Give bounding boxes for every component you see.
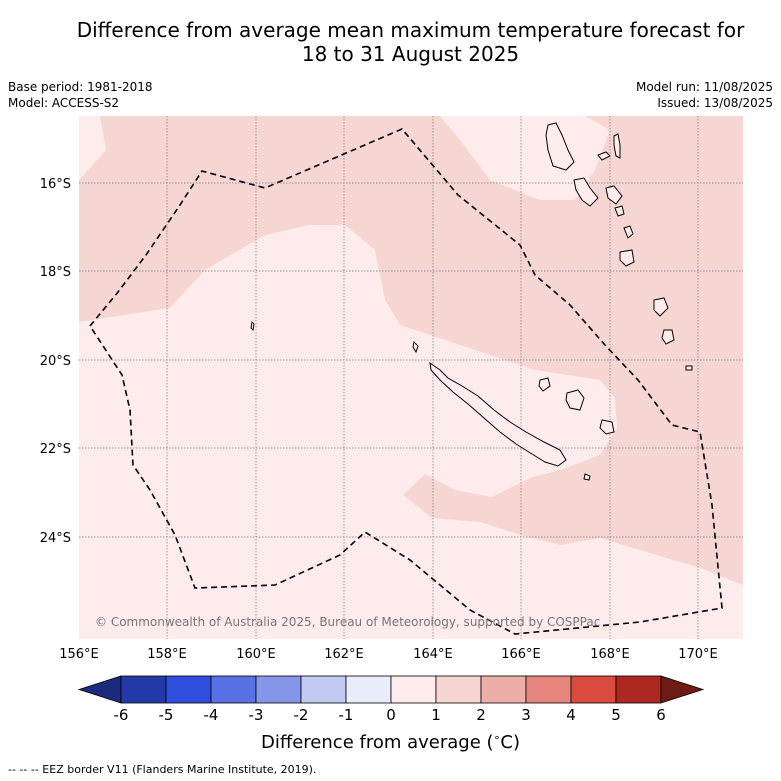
grande-terre-island [429, 361, 567, 467]
colorbar-tick-label: 3 [521, 706, 531, 724]
colorbar-segment [345, 675, 392, 704]
colorbar-segment [120, 675, 167, 704]
colorbar-tick-label: 5 [611, 706, 621, 724]
vanuatu-tanna [653, 297, 669, 317]
colorbar-title: Difference from average (∘C) [260, 731, 521, 753]
colorbar: -6 -5 -4 -3 -2 -1 0 1 2 3 4 5 6 [77, 675, 705, 724]
belep-islands [412, 340, 419, 354]
lat-label: 24°S [40, 531, 71, 546]
colorbar-segment [165, 675, 212, 704]
colorbar-segment [390, 675, 437, 704]
longitude-labels: 156°E 158°E 160°E 162°E 164°E 166°E 168°… [59, 647, 718, 662]
lon-label: 158°E [147, 647, 187, 662]
vanuatu-maewo [613, 133, 621, 159]
lat-label: 20°S [40, 354, 71, 369]
lon-label: 160°E [236, 647, 276, 662]
mare-island [599, 419, 615, 435]
colorbar-tick-label: 4 [566, 706, 576, 724]
colorbar-tick-label: 6 [656, 706, 666, 724]
model-run: Model run: 11/08/2025 [635, 80, 773, 94]
colorbar-tick-label: -2 [294, 706, 309, 724]
colorbar-extend-low [77, 675, 122, 704]
colorbar-tick-label: -5 [159, 706, 174, 724]
vanuatu-erromango [619, 249, 635, 267]
colorbar-segment [435, 675, 482, 704]
anomaly-zone-0-to-1-topleft [79, 116, 106, 180]
ouvea-island [538, 377, 551, 392]
vanuatu-ambae [597, 151, 611, 161]
title-line-1: Difference from average mean maximum tem… [76, 18, 745, 42]
lon-label: 164°E [413, 647, 453, 662]
colorbar-extend-high [660, 675, 705, 704]
colorbar-tick-label: 0 [386, 706, 396, 724]
vanuatu-efate [623, 225, 634, 239]
map-panel: © Commonwealth of Australia 2025, Bureau… [79, 116, 743, 639]
colorbar-tick-label: 1 [431, 706, 441, 724]
lat-label: 18°S [40, 265, 71, 280]
copyright-text: © Commonwealth of Australia 2025, Bureau… [95, 615, 600, 629]
colorbar-segment [480, 675, 527, 704]
colorbar-tick-label: -1 [339, 706, 354, 724]
meta-left: Base period: 1981-2018 Model: ACCESS-S2 [8, 79, 153, 111]
colorbar-segment [210, 675, 257, 704]
matthew-island [685, 365, 693, 371]
base-period: Base period: 1981-2018 [8, 80, 153, 94]
colorbar-segment [570, 675, 617, 704]
colorbar-segment [300, 675, 347, 704]
anomaly-zone-0-to-1-topright [440, 116, 610, 200]
gridlines [79, 116, 743, 639]
vanuatu-espiritu-santo [545, 122, 575, 171]
model-name: Model: ACCESS-S2 [8, 96, 120, 110]
chesterfield-reef [250, 320, 255, 332]
colorbar-segment [525, 675, 572, 704]
lifou-island [565, 389, 585, 411]
vanuatu-aneityum [661, 329, 675, 345]
coastlines [250, 122, 693, 481]
eez-border [89, 128, 723, 635]
lon-label: 166°E [501, 647, 541, 662]
title-line-2: 18 to 31 August 2025 [301, 42, 520, 66]
meta-right: Model run: 11/08/2025 Issued: 13/08/2025 [636, 79, 773, 111]
lat-label: 16°S [40, 177, 71, 192]
issued-date: Issued: 13/08/2025 [657, 96, 773, 110]
lat-label: 22°S [40, 442, 71, 457]
colorbar-tick-label: 2 [476, 706, 486, 724]
vanuatu-pentecost [605, 185, 623, 205]
colorbar-tick-label: -6 [114, 706, 129, 724]
anomaly-zone-0-to-1-central [79, 225, 743, 639]
colorbar-tick-label: -4 [204, 706, 219, 724]
latitude-labels: 16°S 18°S 20°S 22°S 24°S [40, 177, 71, 546]
colorbar-segment [255, 675, 302, 704]
lon-label: 168°E [590, 647, 630, 662]
colorbar-tick-label: -3 [249, 706, 264, 724]
lon-label: 156°E [59, 647, 99, 662]
lon-label: 162°E [324, 647, 364, 662]
vanuatu-epi [614, 205, 625, 217]
eez-legend-note: -- -- -- EEZ border V11 (Flanders Marine… [8, 763, 317, 776]
isle-of-pines [583, 473, 591, 481]
chart-title: Difference from average mean maximum tem… [0, 18, 781, 66]
colorbar-segment [615, 675, 662, 704]
vanuatu-malekula [573, 177, 599, 207]
lon-label: 170°E [678, 647, 718, 662]
